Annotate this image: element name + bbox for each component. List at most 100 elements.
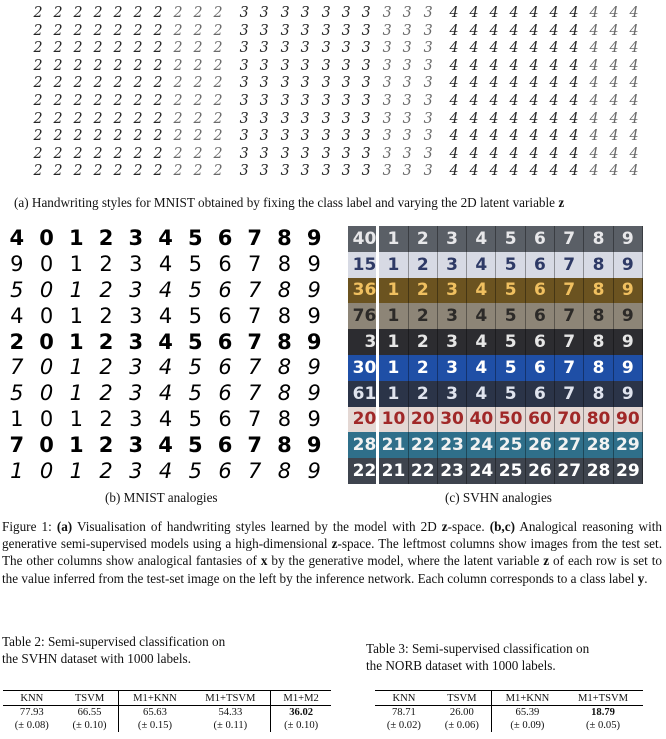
svhn-row: 22 21 22 23 24 25 26 27 28 29 [348, 458, 643, 484]
svhn-generated-image: 7 [555, 251, 585, 278]
style-digit: 3 [423, 108, 433, 127]
svhn-generated-image: 20 [408, 406, 438, 433]
mnist-generated-digit: 1 [69, 303, 84, 328]
style-digit: 3 [260, 161, 270, 180]
style-digit: 3 [423, 55, 433, 74]
mnist-generated-digit: 6 [218, 458, 232, 483]
svhn-generated-image: 27 [555, 458, 585, 484]
style-digit: 3 [402, 55, 412, 74]
style-digit: 4 [609, 126, 619, 145]
mnist-generated-digit: 2 [98, 226, 114, 251]
svhn-generated-image: 2 [408, 354, 438, 381]
table2-caption-line2: the SVHN dataset with 1000 labels. [2, 651, 191, 667]
svhn-generated-image: 2 [408, 277, 438, 304]
svhn-generated-image: 23 [437, 458, 468, 484]
svhn-generated-image: 4 [467, 277, 497, 304]
style-digit: 2 [173, 3, 183, 21]
svhn-generated-image: 8 [584, 277, 614, 304]
style-digit: 3 [423, 90, 433, 109]
style-digit: 2 [73, 3, 83, 21]
style-digit: 2 [53, 90, 63, 109]
style-digit: 4 [589, 20, 599, 39]
mnist-generated-digit: 9 [307, 355, 321, 380]
style-digit: 3 [423, 143, 433, 162]
table3-caption-line2: the NORB dataset with 1000 labels. [366, 658, 556, 674]
svhn-generated-image: 1 [379, 354, 409, 381]
style-digit: 3 [280, 20, 290, 39]
table2-error: (± 0.11) [213, 720, 248, 731]
mnist-test-digit: 5 [10, 277, 24, 302]
mnist-generated-digit: 7 [248, 252, 262, 277]
style-digit: 3 [280, 143, 290, 162]
mnist-generated-digit: 9 [307, 252, 321, 277]
style-digit: 4 [469, 143, 479, 162]
style-digit: 2 [153, 20, 163, 39]
z-symbol: z [441, 519, 448, 534]
style-digit: 2 [193, 55, 203, 74]
style-digit: 3 [341, 126, 351, 145]
style-digit: 3 [423, 161, 433, 180]
style-digit: 3 [402, 108, 412, 127]
svhn-generated-image: 6 [525, 354, 556, 381]
mnist-generated-digit: 9 [306, 226, 322, 251]
style-digit: 4 [509, 73, 519, 92]
svhn-generated-image: 9 [613, 380, 643, 407]
mnist-generated-digit: 5 [188, 406, 202, 431]
style-digit: 3 [321, 3, 331, 21]
svhn-generated-image: 3 [437, 226, 468, 252]
mnist-generated-digit: 6 [217, 432, 233, 457]
style-digit: 4 [469, 38, 479, 57]
style-digit: 2 [53, 143, 63, 162]
svhn-test-image: 3 [348, 329, 380, 355]
style-digit: 4 [489, 126, 499, 145]
table2-value: 54.33 [218, 707, 243, 718]
mnist-generated-digit: 8 [277, 406, 292, 431]
style-digit: 3 [402, 161, 412, 180]
style-digit: 2 [153, 126, 163, 145]
svhn-generated-image: 1 [379, 303, 409, 330]
part-bc-label: (b,c) [489, 519, 515, 534]
figure-label: Figure 1: [2, 519, 57, 534]
mnist-generated-digit: 3 [129, 355, 143, 380]
svhn-generated-image: 6 [525, 329, 556, 355]
svhn-generated-image: 22 [408, 458, 438, 484]
caption-b: (b) MNIST analogies [105, 490, 218, 505]
mnist-generated-digit: 1 [69, 355, 84, 380]
svhn-generated-image: 8 [584, 329, 614, 355]
style-digit: 4 [609, 90, 619, 109]
style-digit: 2 [193, 108, 203, 127]
style-digit: 4 [529, 143, 539, 162]
style-digit: 3 [300, 38, 310, 57]
style-digit: 3 [300, 20, 310, 39]
svhn-generated-image: 40 [467, 406, 497, 433]
svhn-generated-image: 30 [437, 406, 468, 433]
style-digit: 4 [549, 161, 559, 180]
mnist-generated-digit: 8 [277, 303, 292, 328]
mnist-generated-digit: 9 [307, 458, 321, 483]
style-digit: 4 [489, 3, 499, 21]
style-digit: 2 [193, 38, 203, 57]
style-digit: 4 [489, 161, 499, 180]
svhn-generated-image: 29 [613, 458, 643, 484]
caption-c: (c) SVHN analogies [445, 490, 552, 505]
style-digit: 4 [549, 90, 559, 109]
z-symbol: z [543, 553, 550, 569]
style-digit: 3 [423, 73, 433, 92]
mnist-generated-digit: 5 [188, 252, 202, 277]
mnist-generated-digit: 7 [248, 458, 262, 483]
style-digit: 2 [173, 38, 183, 57]
caption-a-text: (a) Handwriting styles for MNIST obtaine… [14, 195, 559, 210]
style-digit: 2 [113, 55, 123, 74]
style-digit: 3 [280, 108, 290, 127]
mnist-generated-digit: 4 [158, 458, 173, 483]
mnist-test-digit: 2 [9, 329, 25, 354]
style-digit: 3 [260, 73, 270, 92]
table2-error: (± 0.10) [72, 720, 107, 731]
mnist-generated-digit: 9 [307, 277, 321, 302]
style-digit: 2 [153, 73, 163, 92]
style-digit: 3 [280, 126, 290, 145]
style-digit: 3 [260, 143, 270, 162]
svhn-generated-image: 8 [584, 354, 614, 381]
style-digit: 2 [173, 143, 183, 162]
